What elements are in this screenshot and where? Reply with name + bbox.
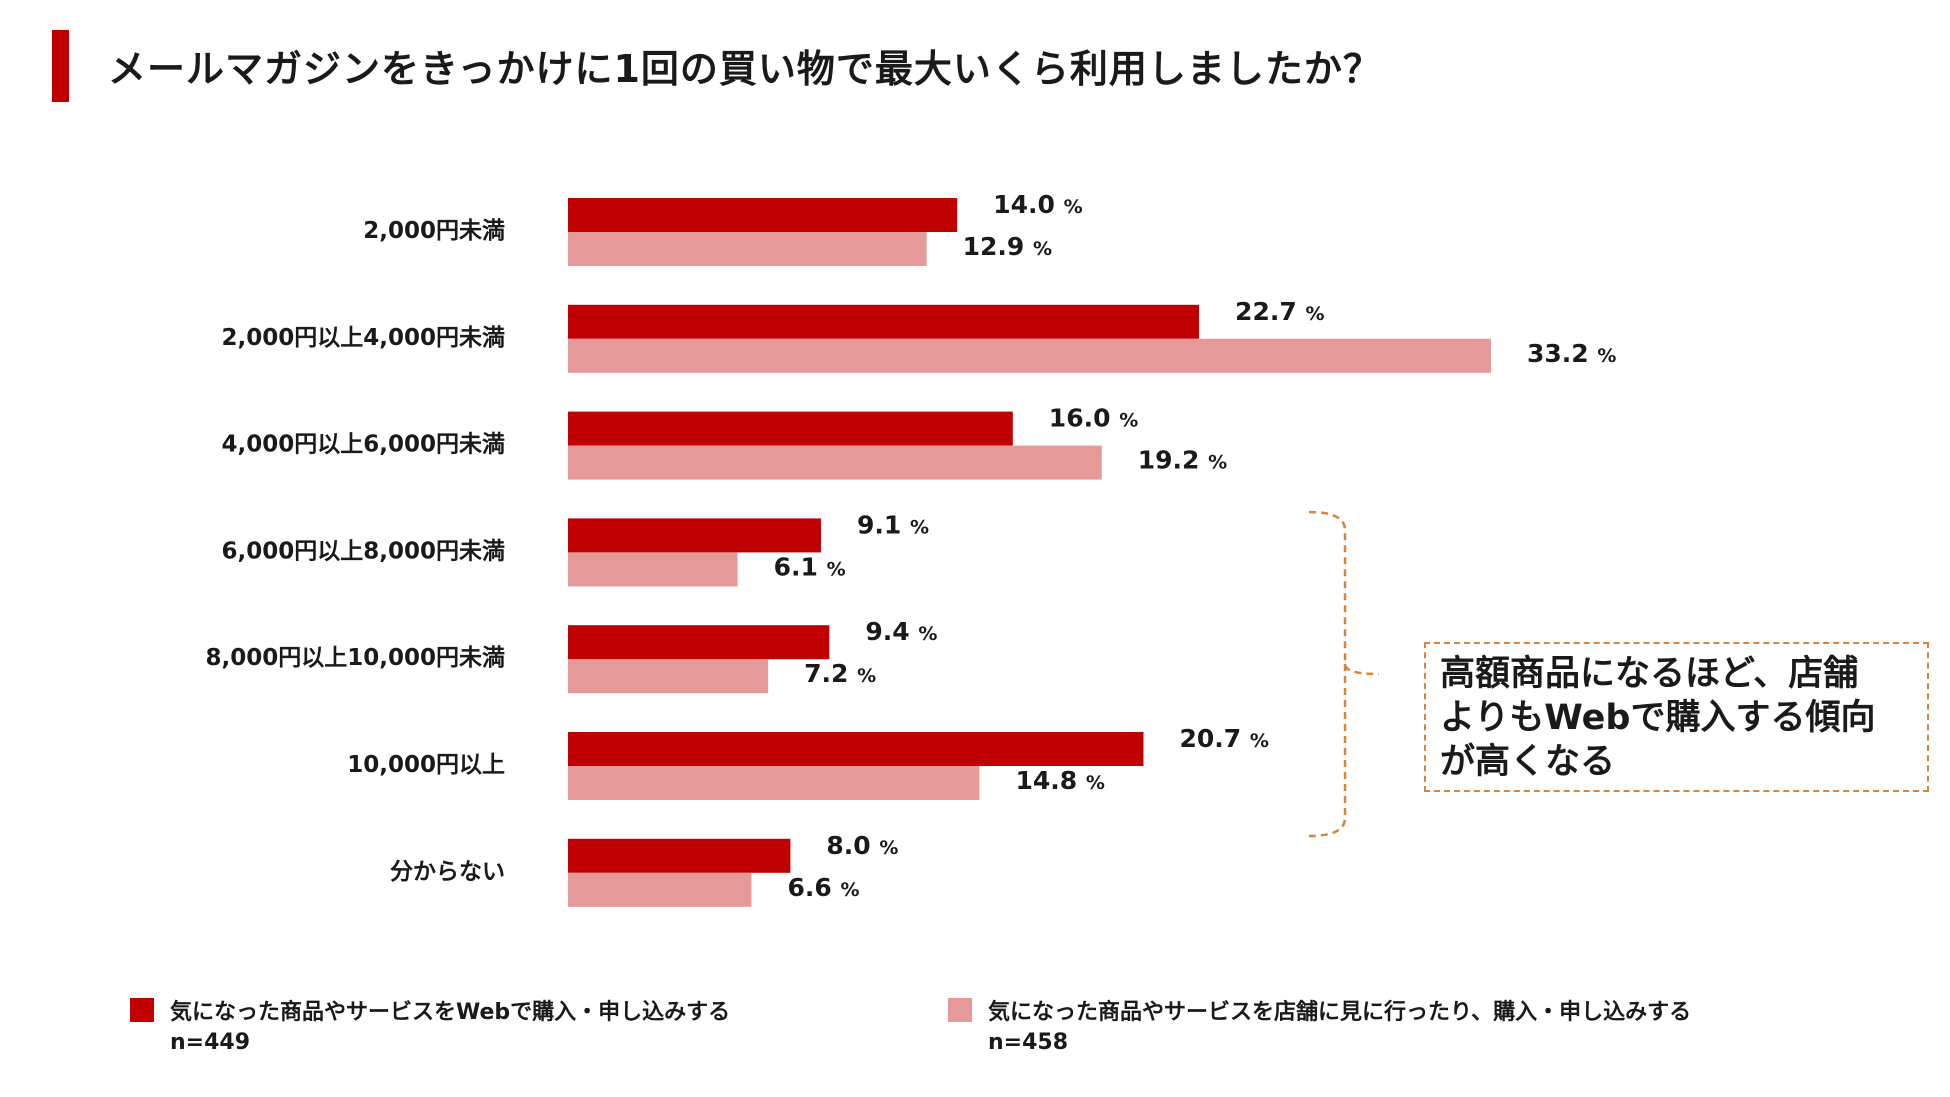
category-label: 4,000円以上6,000円未満 [221, 432, 505, 458]
category-label: 6,000円以上8,000円未満 [221, 538, 505, 564]
category-label: 8,000円以上10,000円未満 [205, 645, 505, 671]
bar-store [568, 659, 769, 694]
bar-store [568, 338, 1491, 373]
category-label: 2,000円以上4,000円未満 [221, 325, 505, 351]
bar-store [568, 552, 738, 587]
bar-store [568, 872, 752, 907]
category-label: 分からない [390, 859, 505, 885]
callout-line: 高額商品になるほど、店舗 [1440, 654, 1859, 694]
data-label: 7.2 % [804, 659, 876, 688]
legend-label-web: 気になった商品やサービスをWebで購入・申し込みする [170, 1000, 731, 1025]
legend-item-web: 気になった商品やサービスをWebで購入・申し込みする n=449 [130, 994, 730, 1055]
grouping-bracket [1308, 510, 1380, 838]
bar-web [568, 625, 830, 660]
category-label: 10,000円以上 [347, 752, 505, 778]
legend-swatch-web [130, 998, 154, 1022]
page-title: メールマガジンをきっかけに1回の買い物で最大いくら利用しましたか？ [108, 47, 1382, 91]
legend-swatch-store [948, 998, 972, 1022]
data-label: 22.7 % [1235, 297, 1324, 326]
legend-n-web: n=449 [170, 1030, 251, 1055]
bar-store [568, 445, 1102, 480]
data-label: 8.0 % [826, 831, 898, 860]
bar-web [568, 518, 821, 553]
data-label: 19.2 % [1138, 446, 1227, 475]
callout-line: よりもWebで購入する傾向 [1440, 698, 1876, 738]
data-label: 9.4 % [865, 617, 937, 646]
bar-store [568, 766, 980, 800]
data-label: 16.0 % [1049, 404, 1138, 433]
data-label: 6.6 % [787, 873, 859, 902]
callout-line: が高くなる [1440, 742, 1616, 782]
bar-web [568, 838, 791, 873]
callout-box: 高額商品になるほど、店舗 よりもWebで購入する傾向 が高くなる [1424, 642, 1929, 792]
data-label: 33.2 % [1527, 339, 1616, 368]
data-label: 6.1 % [774, 552, 846, 581]
data-label: 14.0 % [993, 190, 1082, 219]
data-label: 12.9 % [963, 232, 1052, 261]
data-label: 9.1 % [857, 510, 929, 539]
data-label: 20.7 % [1179, 724, 1268, 753]
bar-web [568, 304, 1200, 339]
legend-n-store: n=458 [988, 1030, 1069, 1055]
bar-web [568, 411, 1013, 446]
data-label: 14.8 % [1015, 766, 1104, 795]
category-label: 2,000円未満 [363, 218, 505, 244]
legend-label-store: 気になった商品やサービスを店舗に見に行ったり、購入・申し込みする [988, 1000, 1692, 1025]
title-accent-bar [52, 30, 69, 102]
legend-item-store: 気になった商品やサービスを店舗に見に行ったり、購入・申し込みする n=458 [948, 994, 1691, 1055]
bar-web [568, 198, 958, 232]
bar-web [568, 732, 1144, 766]
bar-store [568, 232, 927, 266]
